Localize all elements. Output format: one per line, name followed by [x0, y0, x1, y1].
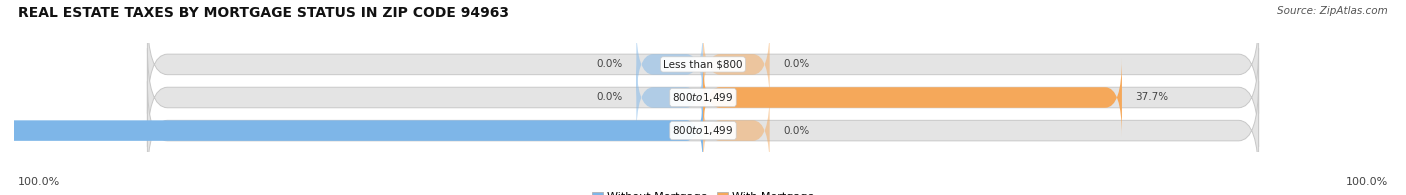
Text: 100.0%: 100.0% [18, 177, 60, 187]
Text: $800 to $1,499: $800 to $1,499 [672, 124, 734, 137]
FancyBboxPatch shape [637, 25, 703, 104]
FancyBboxPatch shape [148, 81, 1258, 180]
FancyBboxPatch shape [0, 91, 703, 170]
Text: 0.0%: 0.0% [596, 59, 623, 69]
FancyBboxPatch shape [703, 58, 1122, 137]
Text: 0.0%: 0.0% [783, 59, 810, 69]
FancyBboxPatch shape [703, 25, 769, 104]
Text: 0.0%: 0.0% [596, 92, 623, 103]
FancyBboxPatch shape [148, 15, 1258, 114]
Text: Source: ZipAtlas.com: Source: ZipAtlas.com [1277, 6, 1388, 16]
Text: $800 to $1,499: $800 to $1,499 [672, 91, 734, 104]
FancyBboxPatch shape [637, 58, 703, 137]
FancyBboxPatch shape [703, 91, 769, 170]
Text: Less than $800: Less than $800 [664, 59, 742, 69]
Text: REAL ESTATE TAXES BY MORTGAGE STATUS IN ZIP CODE 94963: REAL ESTATE TAXES BY MORTGAGE STATUS IN … [18, 6, 509, 20]
FancyBboxPatch shape [148, 48, 1258, 147]
Text: 0.0%: 0.0% [783, 126, 810, 136]
Text: 37.7%: 37.7% [1135, 92, 1168, 103]
Legend: Without Mortgage, With Mortgage: Without Mortgage, With Mortgage [588, 188, 818, 195]
Text: 100.0%: 100.0% [1346, 177, 1388, 187]
